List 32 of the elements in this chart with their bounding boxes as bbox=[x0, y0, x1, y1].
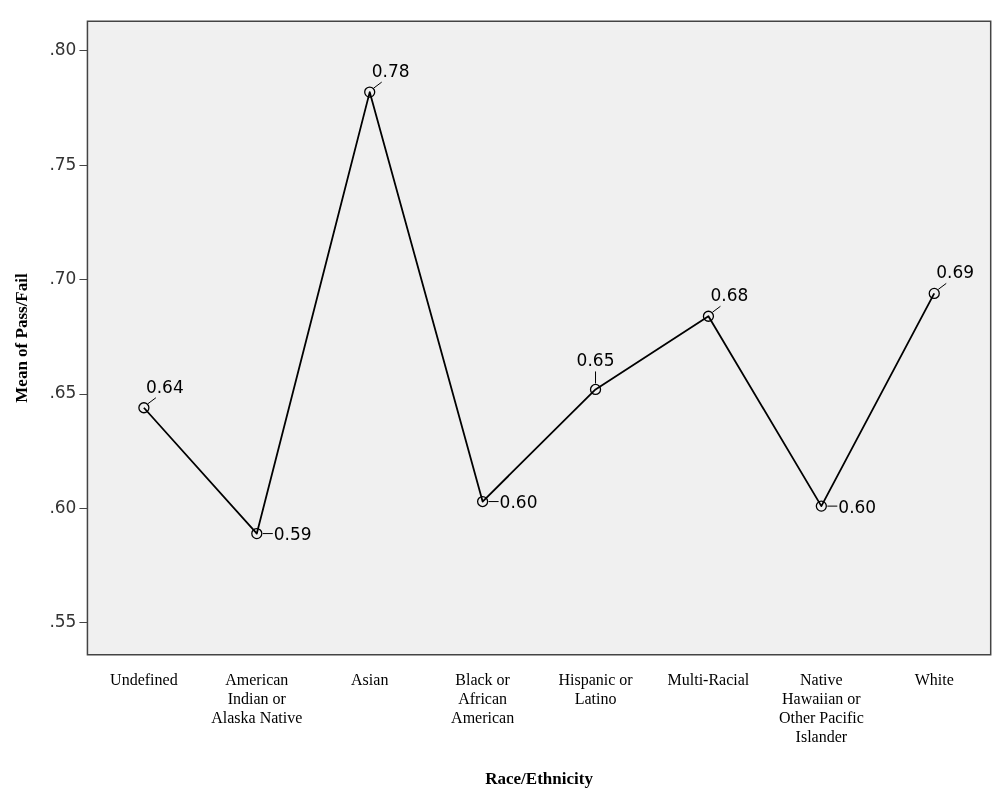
point bbox=[815, 500, 827, 512]
y-tick-label: .70 bbox=[49, 268, 77, 289]
data-label: 0.60 bbox=[499, 491, 538, 512]
point bbox=[251, 527, 263, 540]
y-axis-title: Mean of Pass/Fail bbox=[11, 273, 31, 403]
y-tick-label: .60 bbox=[49, 496, 77, 517]
y-tick-label: .80 bbox=[49, 39, 77, 60]
y-tick-label: .75 bbox=[49, 153, 77, 174]
data-label: 0.65 bbox=[576, 350, 615, 371]
data-label: 0.64 bbox=[145, 376, 184, 397]
x-tick-label: Black or African American bbox=[451, 670, 515, 726]
data-label: 0.59 bbox=[273, 523, 312, 544]
point bbox=[138, 402, 150, 414]
x-tick-label: Native Hawaiian or Other Pacific Islander bbox=[778, 670, 864, 746]
point bbox=[364, 86, 376, 98]
data-label: 0.60 bbox=[838, 496, 877, 517]
x-tick-label: Multi-Racial bbox=[667, 670, 750, 688]
data-label: 0.69 bbox=[936, 262, 975, 283]
data-label: 0.78 bbox=[371, 61, 410, 82]
data-label: 0.68 bbox=[710, 285, 749, 306]
point bbox=[702, 310, 715, 322]
x-tick-label: American Indian or Alaska Native bbox=[211, 670, 303, 726]
x-tick-label: Asian bbox=[351, 670, 389, 688]
x-tick-label: Hispanic or Latino bbox=[558, 670, 634, 707]
x-axis-title: Race/Ethnicity bbox=[485, 769, 594, 789]
point bbox=[928, 287, 940, 300]
y-tick-label: .55 bbox=[49, 611, 77, 632]
point bbox=[589, 383, 602, 396]
point bbox=[476, 495, 489, 508]
x-tick-label: White bbox=[914, 670, 954, 688]
y-tick-label: .65 bbox=[49, 382, 77, 403]
x-tick-label: Undefined bbox=[110, 670, 178, 688]
